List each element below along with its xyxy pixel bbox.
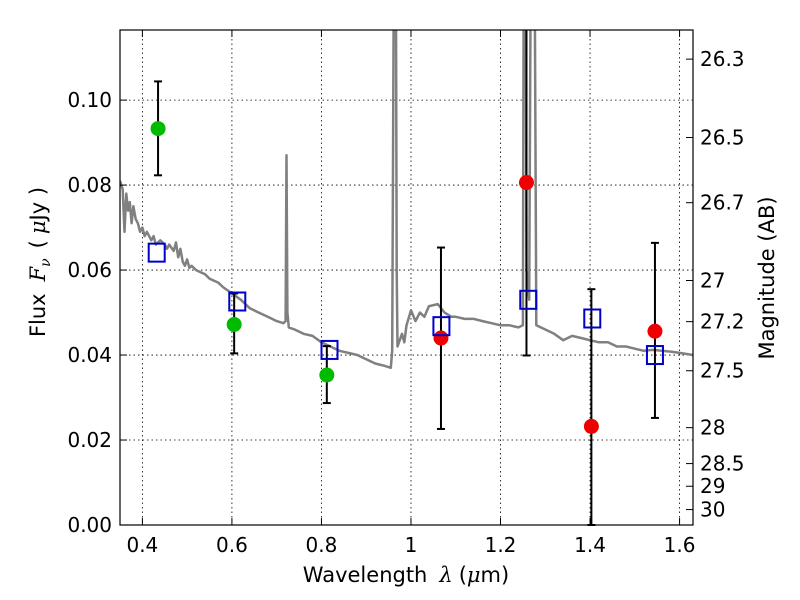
mag-tick-label: 26.7 xyxy=(700,191,745,215)
y-axis-label: FluxFν(μJy ) xyxy=(26,187,54,337)
y-tick-label: 0.00 xyxy=(67,513,112,537)
plot-area xyxy=(120,30,693,370)
x-tick-label: 1.2 xyxy=(485,533,517,557)
x-tick-label: 0.6 xyxy=(216,533,248,557)
x-axis-label: Wavelength λ (μm) xyxy=(303,563,509,587)
x-tick-label: 1 xyxy=(405,533,418,557)
x-tick-label: 0.8 xyxy=(306,533,338,557)
mag-tick-label: 26.5 xyxy=(700,125,745,149)
model-square-marker xyxy=(432,316,451,337)
model-square-marker xyxy=(519,289,538,310)
mag-tick-label: 27 xyxy=(700,268,725,292)
y-tick-label: 0.02 xyxy=(67,428,112,452)
y-tick-label: 0.06 xyxy=(67,258,112,282)
data-point xyxy=(226,316,242,332)
data-point xyxy=(647,323,663,339)
y-tick-label: 0.10 xyxy=(67,88,112,112)
plot-frame xyxy=(119,29,694,526)
x-tick-label: 1.6 xyxy=(664,533,696,557)
model-square-marker xyxy=(320,339,339,360)
mag-tick-label: 27.2 xyxy=(700,310,745,334)
x-tick-label: 1.4 xyxy=(574,533,606,557)
right-axis-label: Magnitude (AB) xyxy=(755,196,779,359)
mag-tick-label: 27.5 xyxy=(700,359,745,383)
data-point xyxy=(583,418,599,434)
mag-tick-label: 26.3 xyxy=(700,47,745,71)
mag-tick-label: 29 xyxy=(700,474,725,498)
model-spectrum-line xyxy=(120,30,693,370)
model-square-marker xyxy=(147,242,166,263)
y-tick-label: 0.04 xyxy=(67,343,112,367)
y-tick-label: 0.08 xyxy=(67,173,112,197)
x-tick-label: 0.4 xyxy=(126,533,158,557)
grid xyxy=(120,30,693,526)
data-point xyxy=(150,121,166,137)
mag-tick-label: 30 xyxy=(700,498,725,522)
mag-tick-label: 28.5 xyxy=(700,452,745,476)
data-point xyxy=(319,367,335,383)
mag-tick-label: 28 xyxy=(700,416,725,440)
data-point xyxy=(518,175,534,191)
data-point xyxy=(433,330,449,346)
model-square-marker xyxy=(583,308,602,329)
model-square-marker xyxy=(228,291,247,312)
axes: 0.4 0.6 0.8 1 1.2 1.4 1.6 0.00 0.02 0.04 0.06 0.08 0… xyxy=(67,30,745,557)
data-points xyxy=(147,30,664,526)
model-square-marker xyxy=(645,345,664,366)
